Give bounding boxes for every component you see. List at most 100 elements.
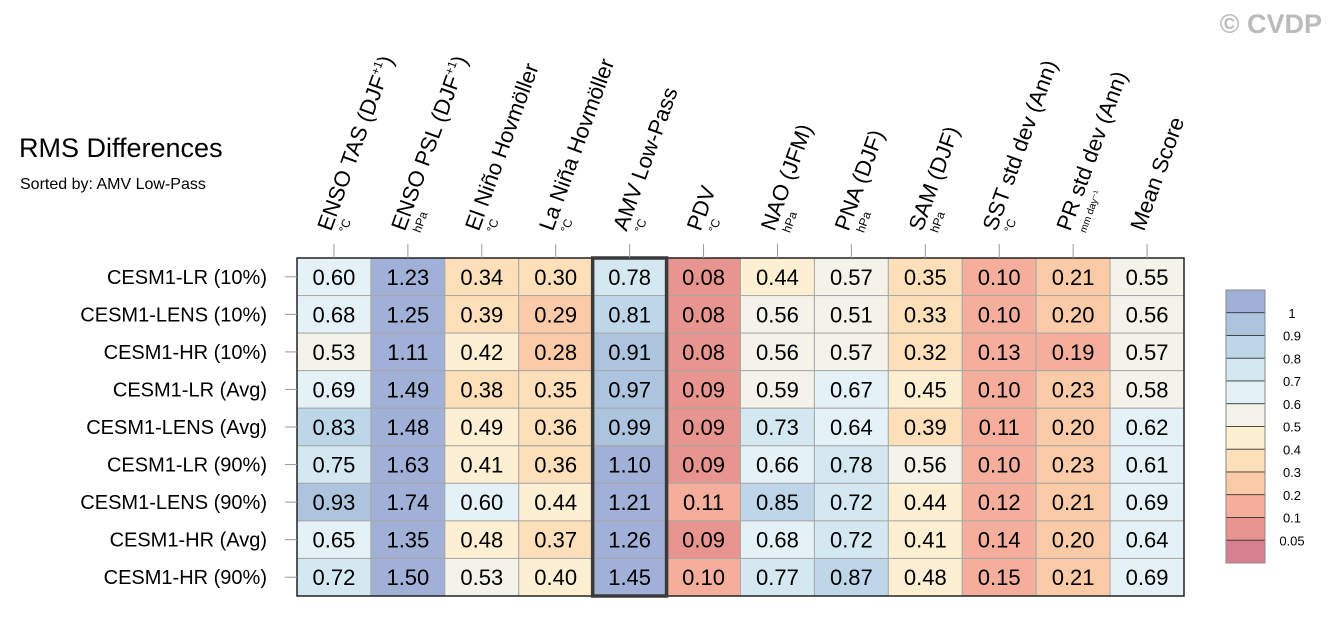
colorbar-tick-label: 0.05 xyxy=(1279,533,1304,548)
cell-value-label: 0.41 xyxy=(460,453,503,478)
heatmap-cell xyxy=(887,557,963,597)
cell-value-label: 1.63 xyxy=(386,453,429,478)
heatmap-cell xyxy=(740,370,815,409)
cell-value-label: 0.81 xyxy=(608,302,651,327)
cell-value-label: 0.56 xyxy=(756,340,799,365)
watermark: © CVDP xyxy=(1220,9,1322,39)
cell-value-label: 0.10 xyxy=(682,565,725,590)
colorbar-swatch xyxy=(1225,335,1266,359)
heatmap-cell xyxy=(296,370,372,409)
cell-value-label: 0.57 xyxy=(1126,340,1169,365)
heatmap-cell xyxy=(1109,370,1185,409)
cell-value-label: 0.66 xyxy=(756,453,799,478)
heatmap-cell xyxy=(887,370,963,409)
heatmap-cell xyxy=(961,257,1037,297)
colorbar-border xyxy=(1225,289,1266,564)
column-header: Mean Score xyxy=(1125,114,1189,234)
heatmap-cell xyxy=(518,445,594,484)
heatmap-cell xyxy=(444,332,520,372)
row-label: CESM1-LENS (90%) xyxy=(80,492,267,514)
colorbar-swatch xyxy=(1225,312,1266,336)
colorbar-swatch xyxy=(1225,494,1266,518)
cell-value-label: 0.10 xyxy=(978,453,1021,478)
heatmap-cell xyxy=(740,520,815,559)
cell-value-label: 1.26 xyxy=(608,528,651,553)
cell-value-label: 0.51 xyxy=(830,302,873,327)
heatmap-cell xyxy=(1035,370,1111,409)
heatmap-cell xyxy=(1109,257,1185,297)
cell-value-label: 0.61 xyxy=(1126,453,1169,478)
column-unit: hPa xyxy=(780,209,801,234)
column-name: Mean Score xyxy=(1125,114,1189,234)
colorbar-tick-label: 0.8 xyxy=(1283,351,1301,366)
cell-value-label: 0.11 xyxy=(979,415,1020,440)
colorbar-swatch xyxy=(1225,471,1266,496)
heatmap-cell xyxy=(518,295,594,334)
cell-value-label: 0.69 xyxy=(1126,490,1169,515)
heatmap-cell xyxy=(961,445,1037,484)
column-header-label: Mean Score xyxy=(1125,114,1189,234)
column-unit: °C xyxy=(632,217,650,235)
colorbar-tick-label: 1 xyxy=(1288,306,1295,321)
colorbar-tick-label: 0.3 xyxy=(1283,465,1301,480)
heatmap-cell xyxy=(666,407,741,447)
cell-value-label: 0.11 xyxy=(683,490,724,515)
column-header: AMV Low-Pass°C xyxy=(608,84,683,235)
cell-value-label: 0.78 xyxy=(830,453,873,478)
heatmap-cell xyxy=(961,370,1037,409)
heatmap-cell xyxy=(444,557,520,597)
column-name: ENSO TAS (DJF xyxy=(312,72,391,234)
heatmap-cell xyxy=(518,520,594,559)
cell-value-label: 0.21 xyxy=(1052,565,1095,590)
heatmap-cell xyxy=(296,257,372,297)
heatmap-cell xyxy=(444,520,520,559)
cell-value-label: 0.30 xyxy=(534,265,577,290)
cell-value-label: 0.44 xyxy=(904,490,947,515)
cell-value-label: 0.10 xyxy=(978,265,1021,290)
colorbar-swatch xyxy=(1225,357,1266,382)
cell-value-label: 0.29 xyxy=(534,302,577,327)
row-label: CESM1-LENS (Avg) xyxy=(86,417,267,439)
cell-value-label: 0.42 xyxy=(460,340,503,365)
heatmap-cell xyxy=(887,482,963,522)
column-unit: °C xyxy=(484,217,502,235)
heatmap-cell xyxy=(887,445,963,484)
heatmap-cell xyxy=(813,257,889,297)
cell-value-label: 0.20 xyxy=(1052,415,1095,440)
colorbar-swatch xyxy=(1225,539,1266,564)
cell-value-label: 1.50 xyxy=(386,565,429,590)
colorbar-swatch xyxy=(1225,380,1266,405)
cell-value-label: 0.21 xyxy=(1052,490,1095,515)
cell-value-label: 0.09 xyxy=(682,377,725,402)
row-label: CESM1-LENS (10%) xyxy=(80,304,267,326)
heatmap-cell xyxy=(1109,332,1185,372)
row-label: CESM1-LR (10%) xyxy=(107,267,267,289)
cell-value-label: 0.13 xyxy=(978,340,1021,365)
heatmap-cell xyxy=(666,445,741,484)
cell-value-label: 0.14 xyxy=(978,528,1021,553)
cell-value-label: 0.85 xyxy=(756,490,799,515)
heatmap-cell xyxy=(1035,482,1111,522)
cell-value-label: 0.36 xyxy=(534,415,577,440)
heatmap-cell xyxy=(1109,557,1185,597)
row-label: CESM1-LR (90%) xyxy=(107,455,267,477)
cell-value-label: 0.56 xyxy=(1126,302,1169,327)
heatmap-cell xyxy=(961,295,1037,334)
cell-value-label: 1.23 xyxy=(386,265,429,290)
column-name: ENSO PSL (DJF xyxy=(386,72,465,234)
heatmap-cell xyxy=(666,482,741,522)
column-unit: hPa xyxy=(927,209,948,234)
cell-value-label: 0.09 xyxy=(682,528,725,553)
heatmap-cell xyxy=(1035,520,1111,559)
cell-value-label: 0.15 xyxy=(978,565,1021,590)
colorbar-tick-label: 0.6 xyxy=(1283,397,1301,412)
cell-value-label: 0.34 xyxy=(460,265,503,290)
cell-value-label: 0.64 xyxy=(830,415,873,440)
colorbar-tick-label: 0.4 xyxy=(1283,442,1301,457)
cell-value-label: 0.08 xyxy=(682,302,725,327)
heatmap-cell xyxy=(370,482,446,522)
cell-value-label: 0.83 xyxy=(313,415,356,440)
column-superscript: +1 xyxy=(442,59,460,77)
heatmap-cell xyxy=(444,407,520,447)
